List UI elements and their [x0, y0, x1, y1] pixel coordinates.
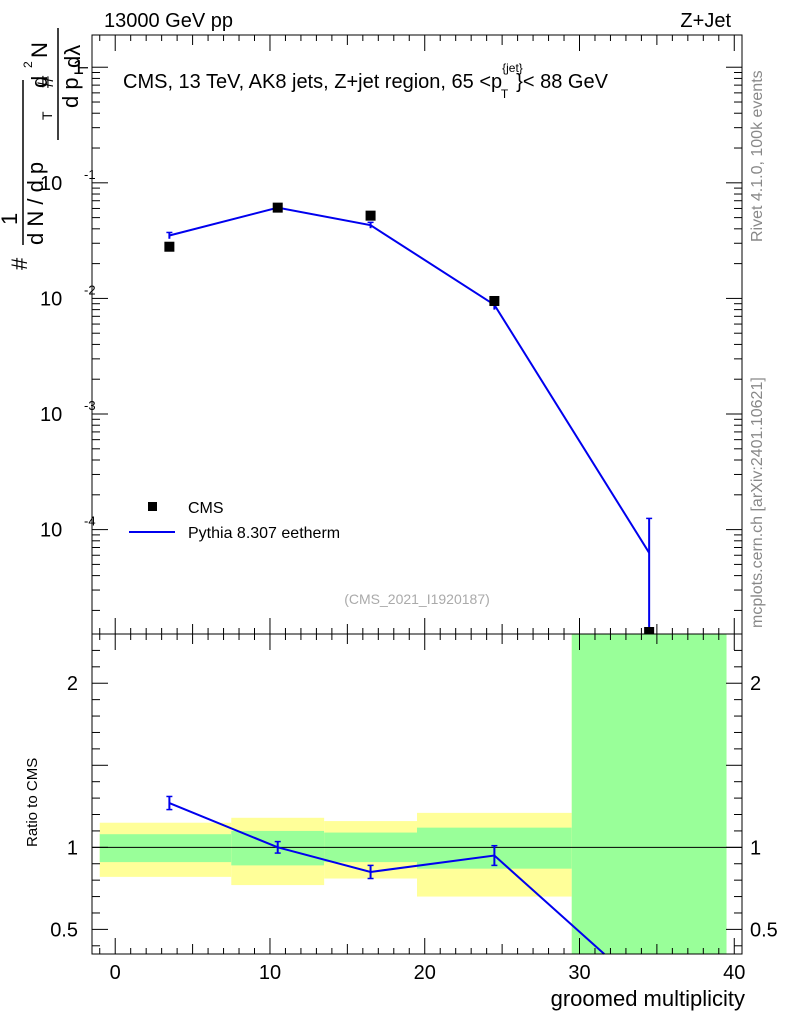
ratio-y-tick-label-right: 2 [750, 673, 761, 695]
ratio-panel-data [166, 795, 605, 955]
ratio-green-band [99, 834, 232, 863]
rivet-label: Rivet 4.1.0, 100k events [749, 70, 766, 242]
main-y-tick-exponent: -3 [84, 398, 96, 413]
main-title: CMS, 13 TeV, AK8 jets, Z+jet region, 65 … [123, 61, 609, 101]
cms-data-point [644, 627, 655, 637]
legend-pythia-label: Pythia 8.307 eetherm [188, 525, 340, 542]
main-y-tick-exponent: -2 [84, 282, 96, 297]
pythia-line [169, 206, 650, 554]
ratio-x-tick-labels: 0 10 20 30 40 [110, 962, 746, 984]
legend: CMS Pythia 8.307 eetherm [129, 500, 340, 542]
ratio-x-tick-label: 40 [723, 962, 745, 984]
cms-data-point [489, 295, 500, 306]
svg-text:N: N [27, 42, 52, 58]
ratio-x-tick-label: 10 [259, 962, 281, 984]
ratio-x-tick-label: 0 [110, 962, 121, 984]
legend-cms-label: CMS [188, 500, 224, 517]
main-y-tick-labels: 1 10 -1 10 -2 10 -3 10 -4 [40, 57, 96, 541]
main-y-tick-exponent: -4 [84, 514, 96, 529]
main-y-tick-label: 10 [40, 404, 62, 426]
ratio-bands [92, 634, 742, 954]
svg-text:T: T [39, 111, 55, 120]
svg-text:d: d [27, 76, 52, 88]
main-y-tick-label: 1 [73, 57, 84, 79]
ratio-frame [91, 633, 743, 955]
ratio-y-tick-label-left: 0.5 [50, 919, 78, 941]
ratio-green-band [571, 634, 727, 954]
mcplots-label: mcplots.cern.ch [arXiv:2401.10621] [749, 377, 766, 628]
svg-text:d N / d p: d N / d p [23, 162, 48, 245]
cms-data-point [272, 202, 283, 213]
main-y-tick-exponent: -1 [84, 167, 96, 182]
axis-ticks [92, 35, 742, 954]
analysis-watermark: (CMS_2021_I1920187) [344, 591, 490, 607]
ratio-y-tick-label-left: 2 [67, 673, 78, 695]
ratio-y-tick-label-left: 1 [67, 837, 78, 859]
svg-text:T: T [75, 63, 91, 72]
ratio-y-tick-label-right: 0.5 [750, 919, 778, 941]
svg-text:2: 2 [21, 61, 35, 68]
cms-data-point [164, 241, 175, 252]
header-right-label: Z+Jet [680, 10, 731, 32]
header-left-label: 13000 GeV pp [104, 10, 233, 32]
svg-text:1: 1 [0, 213, 22, 225]
svg-text:dλ: dλ [60, 45, 85, 68]
x-axis-label: groomed multiplicity [551, 986, 745, 1011]
main-panel-data [164, 202, 655, 637]
ratio-y-tick-labels: 0.5 0.5 1 1 2 2 [50, 673, 778, 941]
ratio-y-tick-label-right: 1 [750, 837, 761, 859]
ratio-x-tick-label: 20 [414, 962, 436, 984]
svg-text:#: # [33, 75, 58, 88]
main-y-axis-label: # 1 d N / d p T # d p T d 2 N [0, 28, 91, 270]
main-y-tick-label: 10 [40, 520, 62, 542]
ratio-x-tick-label: 30 [568, 962, 590, 984]
main-y-tick-label: 10 [40, 173, 62, 195]
main-y-tick-label: 10 [40, 288, 62, 310]
legend-cms-marker [148, 502, 157, 511]
ratio-y-axis-label: Ratio to CMS [24, 758, 41, 847]
svg-text:d p: d p [58, 77, 83, 108]
cms-data-point [365, 210, 376, 221]
svg-text:#: # [7, 257, 32, 270]
